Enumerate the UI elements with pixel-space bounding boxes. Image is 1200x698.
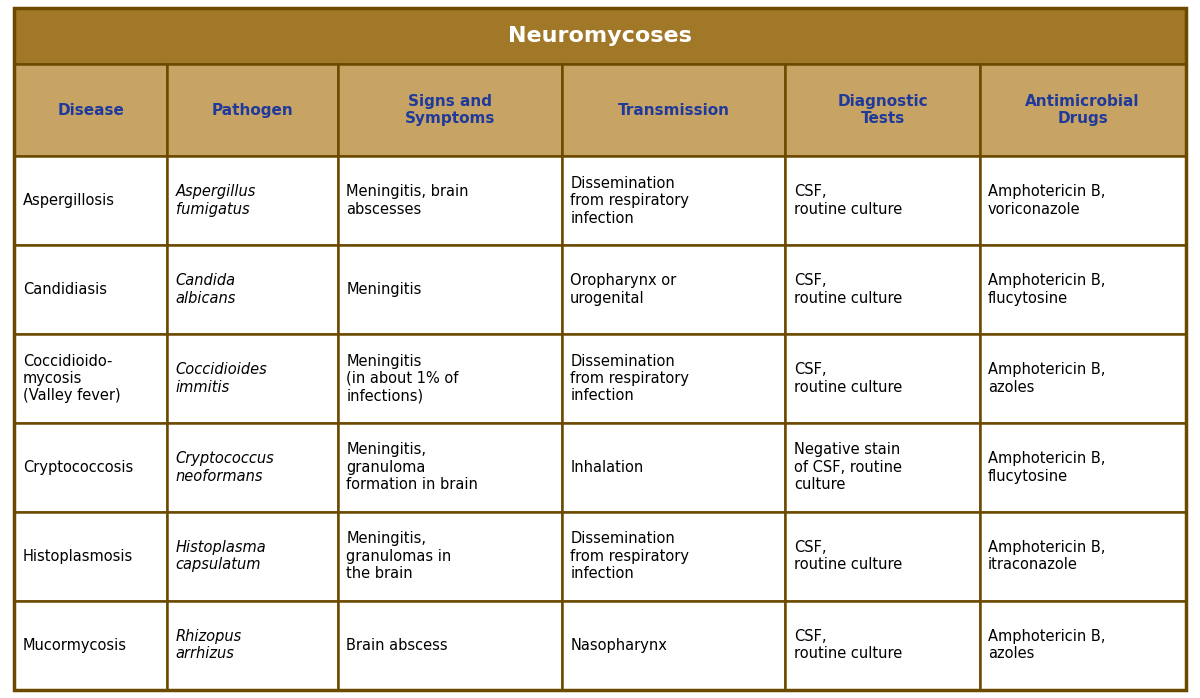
- Text: Oropharynx or
urogenital: Oropharynx or urogenital: [570, 274, 677, 306]
- Text: Meningitis, brain
abscesses: Meningitis, brain abscesses: [347, 184, 469, 217]
- Text: Amphotericin B,
flucytosine: Amphotericin B, flucytosine: [988, 274, 1105, 306]
- Bar: [14, 334, 168, 423]
- Bar: [979, 423, 1186, 512]
- Text: Meningitis,
granulomas in
the brain: Meningitis, granulomas in the brain: [347, 531, 451, 581]
- Text: Cryptococcus
neoformans: Cryptococcus neoformans: [176, 451, 275, 484]
- Text: Mucormycosis: Mucormycosis: [23, 638, 127, 653]
- Bar: [785, 156, 979, 245]
- Text: Coccidioido-
mycosis
(Valley fever): Coccidioido- mycosis (Valley fever): [23, 354, 120, 403]
- Bar: [562, 64, 785, 156]
- Bar: [338, 423, 562, 512]
- Bar: [338, 64, 562, 156]
- Text: Candidiasis: Candidiasis: [23, 282, 107, 297]
- Bar: [168, 512, 338, 601]
- Bar: [168, 245, 338, 334]
- Bar: [14, 512, 168, 601]
- Text: Diagnostic
Tests: Diagnostic Tests: [838, 94, 928, 126]
- Text: Signs and
Symptoms: Signs and Symptoms: [404, 94, 496, 126]
- Bar: [562, 334, 785, 423]
- Text: Candida
albicans: Candida albicans: [176, 274, 236, 306]
- Text: Pathogen: Pathogen: [212, 103, 294, 118]
- Text: Coccidioides
immitis: Coccidioides immitis: [176, 362, 268, 394]
- Text: Amphotericin B,
voriconazole: Amphotericin B, voriconazole: [988, 184, 1105, 217]
- Bar: [14, 423, 168, 512]
- Text: CSF,
routine culture: CSF, routine culture: [793, 540, 902, 572]
- Bar: [14, 601, 168, 690]
- Text: CSF,
routine culture: CSF, routine culture: [793, 629, 902, 662]
- Text: Disease: Disease: [58, 103, 125, 118]
- Text: CSF,
routine culture: CSF, routine culture: [793, 362, 902, 394]
- Bar: [979, 156, 1186, 245]
- Bar: [785, 245, 979, 334]
- Bar: [14, 8, 1186, 64]
- Bar: [338, 245, 562, 334]
- Text: CSF,
routine culture: CSF, routine culture: [793, 274, 902, 306]
- Bar: [979, 245, 1186, 334]
- Text: Dissemination
from respiratory
infection: Dissemination from respiratory infection: [570, 354, 689, 403]
- Bar: [979, 601, 1186, 690]
- Bar: [168, 334, 338, 423]
- Bar: [338, 334, 562, 423]
- Bar: [979, 64, 1186, 156]
- Bar: [785, 334, 979, 423]
- Bar: [168, 601, 338, 690]
- Text: Meningitis: Meningitis: [347, 282, 422, 297]
- Bar: [785, 512, 979, 601]
- Bar: [14, 156, 168, 245]
- Bar: [562, 512, 785, 601]
- Text: Nasopharynx: Nasopharynx: [570, 638, 667, 653]
- Bar: [785, 601, 979, 690]
- Bar: [562, 245, 785, 334]
- Bar: [562, 156, 785, 245]
- Text: Antimicrobial
Drugs: Antimicrobial Drugs: [1025, 94, 1140, 126]
- Text: Histoplasma
capsulatum: Histoplasma capsulatum: [176, 540, 266, 572]
- Text: Meningitis,
granuloma
formation in brain: Meningitis, granuloma formation in brain: [347, 443, 479, 492]
- Bar: [785, 64, 979, 156]
- Bar: [785, 423, 979, 512]
- Text: Inhalation: Inhalation: [570, 460, 643, 475]
- Text: Meningitis
(in about 1% of
infections): Meningitis (in about 1% of infections): [347, 354, 458, 403]
- Bar: [14, 64, 168, 156]
- Text: Amphotericin B,
azoles: Amphotericin B, azoles: [988, 629, 1105, 662]
- Text: Rhizopus
arrhizus: Rhizopus arrhizus: [176, 629, 242, 662]
- Text: Amphotericin B,
flucytosine: Amphotericin B, flucytosine: [988, 451, 1105, 484]
- Bar: [562, 601, 785, 690]
- Text: Neuromycoses: Neuromycoses: [508, 27, 692, 46]
- Text: Transmission: Transmission: [618, 103, 730, 118]
- Text: Dissemination
from respiratory
infection: Dissemination from respiratory infection: [570, 176, 689, 225]
- Text: CSF,
routine culture: CSF, routine culture: [793, 184, 902, 217]
- Bar: [14, 245, 168, 334]
- Text: Amphotericin B,
itraconazole: Amphotericin B, itraconazole: [988, 540, 1105, 572]
- Bar: [338, 601, 562, 690]
- Text: Brain abscess: Brain abscess: [347, 638, 448, 653]
- Bar: [168, 64, 338, 156]
- Text: Dissemination
from respiratory
infection: Dissemination from respiratory infection: [570, 531, 689, 581]
- Bar: [338, 512, 562, 601]
- Text: Amphotericin B,
azoles: Amphotericin B, azoles: [988, 362, 1105, 394]
- Bar: [338, 156, 562, 245]
- Text: Histoplasmosis: Histoplasmosis: [23, 549, 133, 564]
- Bar: [979, 334, 1186, 423]
- Text: Cryptococcosis: Cryptococcosis: [23, 460, 133, 475]
- Text: Aspergillosis: Aspergillosis: [23, 193, 115, 208]
- Bar: [979, 512, 1186, 601]
- Bar: [562, 423, 785, 512]
- Bar: [168, 156, 338, 245]
- Text: Negative stain
of CSF, routine
culture: Negative stain of CSF, routine culture: [793, 443, 901, 492]
- Text: Aspergillus
fumigatus: Aspergillus fumigatus: [176, 184, 256, 217]
- Bar: [168, 423, 338, 512]
